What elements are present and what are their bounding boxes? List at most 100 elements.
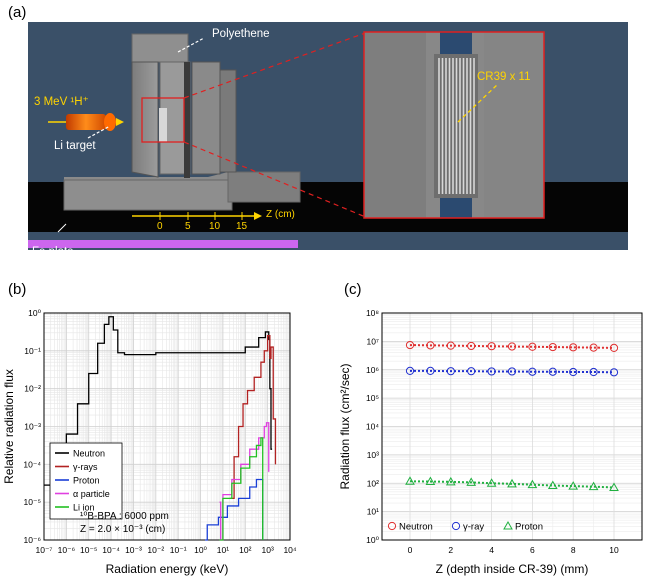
y-tick-label: 10⁻²	[24, 384, 41, 394]
li-target	[104, 113, 116, 131]
y-tick-label: 10⁶	[366, 365, 379, 375]
data-point	[568, 481, 579, 490]
polyethene-label: Polyethene	[212, 28, 270, 40]
y-tick-label: 10⁵	[366, 393, 379, 403]
data-point	[486, 478, 497, 487]
z-axis-ticks	[159, 212, 243, 220]
z-axis-arrow	[254, 212, 262, 220]
data-point	[569, 367, 578, 377]
x-tick-label: 10⁻²	[147, 545, 164, 555]
polyethene-top-block	[131, 33, 189, 63]
zoom-connector-bottom	[183, 141, 369, 219]
y-tick-label: 10⁻¹	[24, 346, 41, 356]
data-point	[528, 367, 537, 376]
legend-label: γ-rays	[73, 462, 98, 472]
z-tick-0: 0	[157, 221, 163, 232]
base-platform-side	[227, 171, 301, 203]
data-point	[588, 481, 599, 491]
polyethene-wall-4	[219, 69, 237, 173]
x-tick-label: 10⁻⁵	[80, 545, 97, 555]
panel-a-label: (a)	[8, 4, 27, 21]
y-tick-label: 10³	[367, 450, 379, 460]
data-point	[487, 342, 496, 351]
data-point	[609, 482, 619, 492]
y-tick-label: 10⁻³	[24, 422, 41, 432]
cr39-plates	[438, 58, 475, 194]
chart-c: 0 2 4 6 8 10 10⁰ 10¹ 10² 10³ 10⁴ 10⁵ 10⁶ 10⁷ 10⁸ Z (dep…	[338, 308, 643, 576]
x-tick-label: 10⁰	[194, 545, 207, 555]
legend-marker	[503, 520, 513, 530]
x-tick-label: 10⁻¹	[170, 545, 187, 555]
legend-label: γ-ray	[463, 522, 484, 533]
x-tick-label: 6	[530, 545, 535, 555]
x-tick-label: 10²	[239, 545, 251, 555]
y-tick-label: 10⁸	[366, 308, 379, 318]
data-point	[446, 341, 455, 350]
data-point	[547, 480, 558, 490]
z-axis-label: Z (cm)	[266, 209, 295, 220]
data-point	[426, 366, 435, 375]
data-point	[548, 367, 557, 376]
fe-plate-label: Fe plate	[32, 246, 74, 258]
x-tick-label: 8	[571, 545, 576, 555]
panel-c-label: (c)	[344, 281, 362, 298]
polyethene-wall-2	[191, 61, 221, 175]
data-point	[467, 367, 476, 376]
li-target-pointer	[87, 125, 111, 139]
beam-pipe	[66, 114, 106, 130]
x-tick-label: 2	[448, 545, 453, 555]
chart-b-annotation-2: Z = 2.0 × 10⁻³ (cm)	[80, 524, 166, 535]
y-tick-label: 10⁴	[366, 422, 379, 432]
data-point	[507, 342, 517, 351]
x-tick-label: 10⁴	[283, 545, 296, 555]
data-point	[569, 343, 578, 352]
data-point	[467, 341, 476, 351]
series-line-liion	[219, 437, 264, 541]
z-tick-5: 5	[185, 221, 191, 232]
x-tick-label: 10⁻⁶	[58, 545, 75, 555]
chart-b-annotation-1: ¹⁰B-BPA : 6000 ppm	[80, 511, 169, 522]
data-point	[487, 367, 496, 376]
data-point	[527, 479, 538, 489]
y-tick-label: 10⁰	[28, 308, 41, 318]
cr39-pointer	[457, 83, 499, 123]
cr39-inset-label: CR39 x 11	[477, 71, 531, 83]
data-point	[507, 478, 517, 488]
data-point	[405, 340, 415, 350]
polyethene-left-slab	[131, 61, 159, 178]
panel-a-scene	[28, 22, 628, 250]
data-point	[589, 343, 598, 352]
chart-b: 10⁻⁷ 10⁻⁶ 10⁻⁵ 10⁻⁴ 10⁻³ 10⁻² 10⁻¹ 10⁰ 10¹ 10² 10³…	[2, 308, 297, 576]
fe-plate	[28, 240, 298, 248]
x-tick-label: 10⁻⁷	[35, 545, 52, 555]
data-point	[445, 476, 456, 486]
y-tick-label: 10¹	[367, 507, 379, 517]
legend-marker	[451, 521, 461, 531]
legend-label: Proton	[73, 476, 100, 486]
polyethene-wall-3	[184, 62, 190, 178]
li-target-label: Li target	[54, 140, 96, 152]
legend-label: Neutron	[399, 522, 433, 533]
series-line-neutron	[44, 316, 273, 486]
fe-plate-pointer	[57, 223, 67, 233]
y-axis-label: Relative radiation flux	[2, 369, 16, 484]
plot-frame	[43, 312, 291, 541]
y-tick-label: 10²	[367, 478, 379, 488]
base-platform	[63, 179, 233, 211]
data-point	[609, 343, 619, 353]
beam-arrow-head	[116, 118, 124, 126]
y-tick-label: 10⁰	[366, 535, 379, 545]
cr39-slot	[159, 108, 167, 142]
z-tick-10: 10	[209, 221, 221, 232]
data-point	[446, 367, 455, 376]
data-point	[548, 342, 557, 352]
legend-label: Proton	[515, 522, 543, 533]
y-tick-label: 10⁻⁶	[24, 535, 41, 545]
y-axis-label: Radiation flux (cm²/sec)	[338, 363, 352, 489]
x-tick-label: 4	[489, 545, 494, 555]
z-tick-15: 15	[236, 221, 248, 232]
cr39-inset	[363, 31, 545, 219]
legend-label: Li ion	[73, 503, 95, 513]
legend-label: α particle	[73, 489, 110, 499]
data-point	[528, 342, 537, 351]
